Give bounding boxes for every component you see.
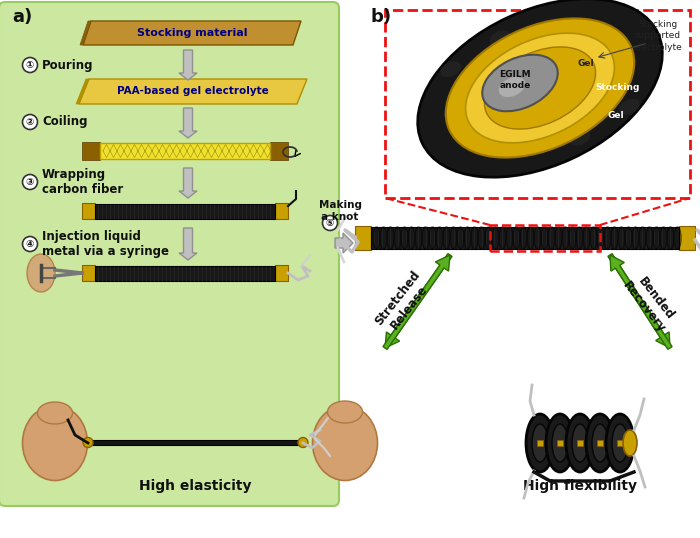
Text: b): b) [370,8,391,26]
Bar [270,142,288,160]
FancyArrow shape [383,255,450,350]
Ellipse shape [482,55,558,111]
Text: Pouring: Pouring [42,59,94,72]
Ellipse shape [562,29,583,44]
Text: Stocking: Stocking [595,83,639,93]
Text: ①: ① [26,60,34,70]
Bar [371,227,679,249]
Ellipse shape [586,414,614,472]
Bar [100,143,270,159]
Polygon shape [76,79,89,104]
Ellipse shape [328,401,363,423]
Bar [537,440,543,446]
Ellipse shape [444,103,464,119]
Ellipse shape [298,437,308,448]
Text: Gel: Gel [608,111,624,121]
Ellipse shape [83,437,93,448]
Ellipse shape [446,18,634,158]
Text: ②: ② [26,117,34,127]
Bar [88,440,303,445]
FancyArrow shape [610,255,672,349]
Text: Injection liquid
metal via a syringe: Injection liquid metal via a syringe [42,230,169,258]
Ellipse shape [552,424,568,462]
Text: Bended
Recovery: Bended Recovery [620,270,680,336]
Circle shape [22,58,38,73]
Ellipse shape [612,424,628,462]
Ellipse shape [489,30,510,46]
Ellipse shape [497,132,518,147]
Text: Carbon
fiber based
cathode: Carbon fiber based cathode [620,134,678,166]
Text: Wrapping
carbon fiber: Wrapping carbon fiber [42,168,123,196]
Text: Making
a knot: Making a knot [318,200,361,222]
Ellipse shape [312,406,377,480]
Circle shape [323,216,337,230]
Text: PAA-based gel electrolyte: PAA-based gel electrolyte [117,87,269,96]
Text: Gel: Gel [578,59,594,67]
Ellipse shape [466,33,615,143]
Bar [82,265,95,281]
Ellipse shape [484,47,596,129]
Ellipse shape [619,99,640,115]
FancyArrow shape [179,50,197,80]
Bar [577,440,583,446]
Ellipse shape [546,414,574,472]
Bar [679,226,695,250]
Circle shape [22,115,38,130]
Text: ③: ③ [26,177,34,187]
FancyArrow shape [335,233,353,253]
Ellipse shape [606,414,634,472]
Bar [597,440,603,446]
Ellipse shape [532,424,548,462]
Text: Stocking
supported
electrolyte: Stocking supported electrolyte [634,20,682,52]
Ellipse shape [623,430,637,456]
Ellipse shape [22,406,88,480]
Ellipse shape [526,414,554,472]
Bar [617,440,623,446]
Polygon shape [79,79,307,104]
Text: Stretched
Release: Stretched Release [372,268,434,337]
Bar [355,226,371,250]
Circle shape [22,174,38,189]
FancyArrow shape [179,168,197,198]
Ellipse shape [592,424,608,462]
Circle shape [22,237,38,251]
Bar [490,225,600,251]
Polygon shape [80,21,91,45]
FancyArrow shape [385,253,452,348]
Bar [95,203,275,218]
Text: High flexibility: High flexibility [523,479,637,493]
Text: Stocking material: Stocking material [136,28,247,38]
FancyBboxPatch shape [0,2,339,506]
Ellipse shape [572,424,588,462]
Ellipse shape [27,254,55,292]
Bar [557,440,563,446]
Ellipse shape [418,0,662,177]
Bar [275,265,288,281]
Text: High elasticity: High elasticity [139,479,251,493]
Text: EGILM
anode: EGILM anode [499,70,531,90]
Text: ④: ④ [26,239,34,249]
FancyArrow shape [179,228,197,260]
Bar [82,203,95,220]
Ellipse shape [38,402,73,424]
Ellipse shape [499,77,525,97]
Bar [275,203,288,220]
Ellipse shape [570,130,591,146]
Ellipse shape [440,61,461,77]
Text: ⑤: ⑤ [326,218,334,228]
Ellipse shape [616,57,636,73]
Ellipse shape [566,414,594,472]
FancyArrow shape [608,253,670,348]
Bar [95,265,275,280]
Text: a): a) [12,8,32,26]
FancyArrow shape [179,108,197,138]
Polygon shape [83,21,301,45]
Bar [385,10,690,198]
Text: Coiling: Coiling [42,116,88,129]
Bar [82,142,100,160]
